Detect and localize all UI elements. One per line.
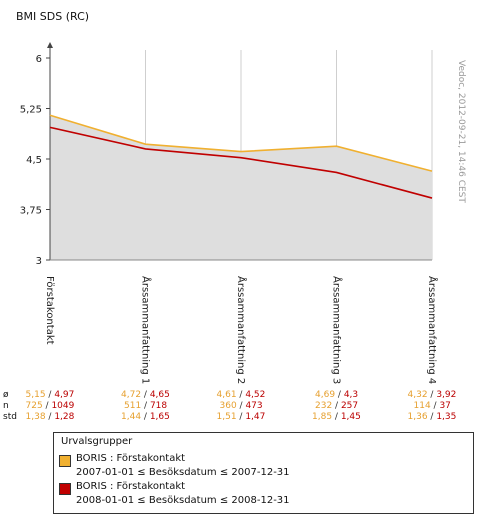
stat-separator: / (335, 390, 344, 400)
stat-separator: / (42, 401, 52, 411)
stat-value-2008: 1049 (51, 401, 75, 411)
stat-separator: / (427, 390, 437, 400)
stat-value-2008: 473 (245, 401, 263, 411)
series-lines (49, 114, 433, 199)
stat-cell-std: 1,38 / 1,28 (26, 412, 75, 422)
stat-separator: / (430, 401, 440, 411)
x-tick-label: Årssammanfattning 4 (426, 276, 439, 384)
legend: Urvalsgrupper BORIS : Förstakontakt 2007… (53, 432, 474, 514)
stat-value-2007: 360 (219, 401, 237, 411)
stat-value-2007: 725 (25, 401, 43, 411)
stat-cell-std: 1,85 / 1,45 (312, 412, 361, 422)
area-fill-layer (50, 115, 432, 260)
stat-value-2007: 511 (124, 401, 142, 411)
legend-title: Urvalsgrupper (61, 436, 133, 447)
stat-separator: / (236, 401, 246, 411)
mean-row-label: ø (3, 390, 9, 400)
x-tick-label: Årssammanfattning 3 (331, 276, 344, 384)
stat-value-2007: 4,32 (407, 390, 428, 400)
stat-cell-mean: 5,15 / 4,97 (26, 390, 75, 400)
y-tick-labels: 6 5,25 4,5 3,75 3 (20, 54, 42, 267)
stat-cell-mean: 4,32 / 3,92 (408, 390, 457, 400)
stat-value-2008: 4,3 (343, 390, 359, 400)
stat-value-2008: 1,45 (340, 412, 361, 422)
stat-value-2007: 1,36 (407, 412, 428, 422)
line-chart: 6 5,25 4,5 3,75 3 Förstakontakt Årssammanfatt… (20, 42, 439, 384)
x-tick-label: Årssammanfattning 1 (140, 276, 153, 384)
stat-cell-n: 725 / 1049 (26, 401, 75, 411)
stat-value-2008: 1,65 (149, 412, 170, 422)
y-axis-arrow (47, 42, 53, 48)
std-row-label: std (3, 412, 17, 422)
stat-value-2008: 4,52 (245, 390, 266, 400)
stat-value-2007: 5,15 (25, 390, 46, 400)
x-tick-label: Förstakontakt (44, 276, 55, 345)
legend-swatch-orange (59, 455, 71, 467)
stat-value-2007: 4,61 (216, 390, 237, 400)
stat-value-2008: 1,47 (245, 412, 266, 422)
stat-cell-std: 1,44 / 1,65 (121, 412, 170, 422)
series-line-2008 (49, 126, 433, 199)
y-tick-label: 3,75 (20, 206, 42, 217)
stat-value-2008: 3,92 (436, 390, 457, 400)
stat-separator: / (45, 390, 55, 400)
stat-separator: / (332, 401, 341, 411)
stat-cell-std: 1,51 / 1,47 (217, 412, 266, 422)
y-tick-label: 5,25 (20, 105, 42, 116)
stat-value-2008: 1,35 (436, 412, 457, 422)
stat-value-2008: 4,65 (149, 390, 170, 400)
band-between-series (50, 115, 432, 199)
stat-cell-n: 114 / 37 (414, 401, 451, 411)
stat-value-2008: 37 (439, 401, 451, 411)
stat-cell-mean: 4,61 / 4,52 (217, 390, 266, 400)
stat-separator: / (236, 390, 246, 400)
stat-value-2007: 1,85 (312, 412, 333, 422)
stat-separator: / (141, 390, 150, 400)
statistics-table: ø n std 5,15 / 4,97 725 / 1049 1,38 / 1,28… (0, 388, 480, 428)
axes (46, 42, 432, 261)
area-under-series (50, 127, 432, 260)
stat-cell-mean: 4,72 / 4,65 (121, 390, 170, 400)
stat-value-2007: 1,38 (25, 412, 46, 422)
legend-item-date-range: 2007-01-01 ≤ Besöksdatum ≤ 2007-12-31 (76, 467, 290, 478)
y-tick-label: 3 (36, 256, 42, 267)
stat-separator: / (141, 412, 150, 422)
x-tick-labels: Förstakontakt Årssammanfattning 1 Årssamma… (44, 276, 439, 384)
n-row-label: n (3, 401, 9, 411)
stat-cell-mean: 4,69 / 4,3 (315, 390, 358, 400)
chart-title: BMI SDS (RC) (16, 10, 90, 23)
stat-separator: / (332, 412, 341, 422)
stat-value-2007: 1,44 (121, 412, 142, 422)
stat-cell-n: 511 / 718 (124, 401, 167, 411)
stat-separator: / (236, 412, 246, 422)
legend-item-date-range: 2008-01-01 ≤ Besöksdatum ≤ 2008-12-31 (76, 495, 290, 506)
stat-value-2007: 232 (315, 401, 333, 411)
stat-value-2007: 1,51 (216, 412, 237, 422)
stat-value-2008: 1,28 (54, 412, 75, 422)
legend-swatch-red (59, 483, 71, 495)
stat-value-2008: 257 (340, 401, 359, 411)
stat-cell-n: 360 / 473 (220, 401, 263, 411)
stat-value-2007: 114 (413, 401, 431, 411)
stat-separator: / (427, 412, 437, 422)
stat-value-2007: 4,72 (121, 390, 142, 400)
stat-cell-n: 232 / 257 (315, 401, 358, 411)
stat-value-2008: 4,97 (54, 390, 75, 400)
legend-item-label: BORIS : Förstakontakt (76, 453, 186, 464)
stat-cell-std: 1,36 / 1,35 (408, 412, 457, 422)
stat-separator: / (45, 412, 55, 422)
y-tick-label: 4,5 (26, 155, 42, 166)
stat-value-2007: 4,69 (315, 390, 336, 400)
legend-item-label: BORIS : Förstakontakt (76, 481, 186, 492)
x-tick-label: Årssammanfattning 2 (235, 276, 248, 384)
series-line-2007 (49, 114, 433, 172)
y-tick-label: 6 (36, 54, 42, 65)
stat-value-2008: 718 (149, 401, 168, 411)
stat-separator: / (141, 401, 150, 411)
